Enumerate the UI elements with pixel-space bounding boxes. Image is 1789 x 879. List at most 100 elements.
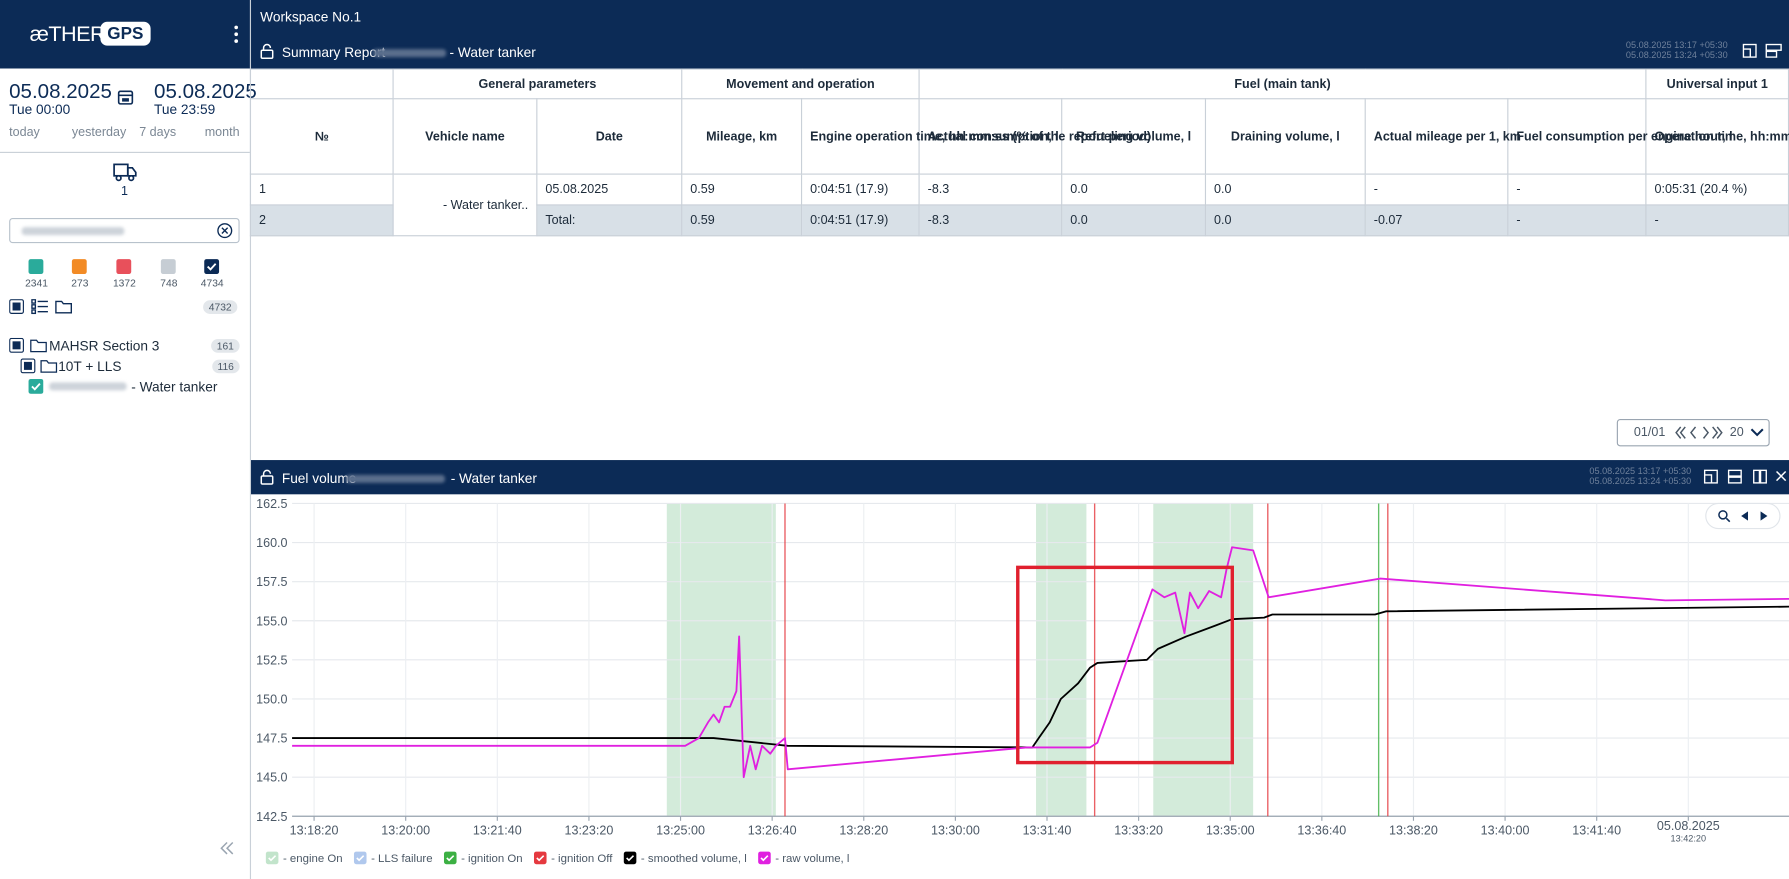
x-tick-label: 13:25:00 (656, 824, 705, 838)
x-tick-label: 13:28:20 (839, 824, 888, 838)
x-tick-sublabel: 13:42:20 (1671, 833, 1707, 843)
legend-swatch[interactable] (533, 851, 547, 865)
status-count: 1372 (112, 277, 136, 289)
search-input[interactable] (9, 218, 240, 244)
calendar-icon[interactable] (117, 89, 134, 105)
legend-swatch[interactable] (443, 851, 457, 865)
legend-label: - engine On (283, 853, 343, 865)
panel-buttons[interactable] (1703, 469, 1789, 485)
column-header[interactable]: Fuel consumption per engine hour, l (1507, 98, 1733, 175)
x-tick-label: 13:41:40 (1572, 824, 1621, 838)
table-cell: 0.0 (1204, 204, 1366, 237)
y-tick-label: 152.5 (256, 653, 287, 667)
x-tick-label: 13:20:00 (381, 824, 430, 838)
clear-button[interactable] (217, 223, 233, 239)
period-from: 05.08.2025 13:17 +05:30 (1625, 39, 1728, 51)
legend-swatch[interactable] (623, 851, 637, 865)
quick-range[interactable]: month (204, 125, 240, 140)
page-nav[interactable] (1675, 426, 1727, 440)
legend-label: - raw volume, l (775, 853, 849, 865)
tree-icons (20, 358, 58, 374)
chart-header: Fuel volume - Water tanker 05.08.2025 13… (251, 460, 1789, 495)
table-cell: - Water tanker.. (392, 173, 538, 237)
table-body: 1- Water tanker.. 05.08.2025 0.59 0:04:51 (… (249, 173, 1789, 237)
quick-range[interactable]: yesterday (71, 125, 127, 140)
column-header[interactable]: Operation time, hh:mm:ss (1645, 98, 1789, 175)
y-tick-label: 160.0 (256, 536, 287, 550)
folder-view-button[interactable] (55, 300, 72, 314)
table-cell: -0.07 (1364, 204, 1509, 237)
list-view-button[interactable] (31, 299, 48, 315)
page-size-dropdown[interactable] (1750, 427, 1764, 438)
logo-brand: æTHER (29, 22, 106, 47)
report-title: Summary Report (281, 44, 386, 61)
x-tick-label: 13:30:00 (931, 824, 980, 838)
column-header[interactable]: Actual consumption, l (918, 98, 1063, 175)
x-tick-label: 13:35:00 (1206, 824, 1255, 838)
legend-swatch[interactable] (265, 851, 279, 865)
y-tick-label: 147.5 (256, 732, 287, 746)
status-filter[interactable] (160, 259, 176, 274)
tree-label[interactable]: MAHSR Section 3 (49, 337, 160, 354)
column-header[interactable]: Refueling volume, l (1061, 98, 1207, 175)
table-cell: Total: (536, 204, 683, 237)
status-filter[interactable] (204, 259, 220, 274)
legend-swatch[interactable] (353, 851, 367, 865)
tree-label[interactable]: - Water tanker (131, 379, 218, 395)
column-header[interactable]: Mileage, km (681, 98, 803, 175)
redacted-text (373, 49, 447, 58)
sidebar-header: æTHER GPS (0, 0, 250, 69)
table-cell: 2 (249, 204, 394, 237)
fuel-chart: 142.5 145.0 147.5 150.0 152.5 155.0 157.5 160.0… (256, 497, 1789, 865)
status-count: 2341 (25, 277, 48, 289)
table-cell: 0.0 (1061, 204, 1207, 237)
tree-checkbox[interactable] (28, 379, 44, 394)
vehicle-count: 1 (120, 184, 128, 199)
legend-check (268, 855, 277, 862)
legend-swatch[interactable] (758, 851, 771, 865)
date-from[interactable]: 05.08.2025 (9, 79, 112, 103)
status-filter[interactable] (28, 259, 44, 274)
table-cell: 0:04:51 (17.9) (800, 204, 920, 237)
column-header[interactable]: Actual mileage per 1, km (1364, 98, 1521, 175)
table-cell: 1 (249, 173, 394, 206)
status-filter[interactable] (71, 259, 87, 274)
y-tick-label: 150.0 (256, 693, 287, 707)
table-cell: 0.0 (1204, 173, 1366, 206)
quick-range[interactable]: today (9, 125, 40, 140)
table-cell: 05.08.2025 (536, 173, 683, 206)
table-row: 2 Total: 0.59 0:04:51 (17.9) -8.3 0.0 0.0 -0.07… (249, 204, 1789, 237)
status-filter[interactable] (116, 259, 132, 274)
panel-buttons[interactable] (1742, 43, 1783, 59)
legend-check (356, 855, 365, 862)
logo-badge: GPS (100, 21, 151, 46)
chart-title: Fuel volume (281, 470, 357, 487)
lock-icon[interactable] (260, 469, 274, 485)
header-cell (249, 68, 394, 100)
column-header[interactable]: Engine operation time, hh:mm:ss (% of th… (800, 98, 1151, 175)
report-table: General parameters Movement and operatio… (249, 68, 1789, 237)
column-header[interactable]: № (249, 98, 394, 175)
column-header[interactable]: Vehicle name (392, 98, 538, 175)
page-size[interactable]: 20 (1729, 425, 1744, 440)
legend-label: - LLS failure (371, 853, 432, 865)
x-tick-label: 13:38:20 (1389, 824, 1438, 838)
lock-icon[interactable] (260, 43, 274, 59)
menu-button[interactable] (232, 25, 241, 43)
column-header[interactable]: Date (536, 98, 683, 175)
page-indicator: 01/01 (1633, 425, 1666, 440)
truck-icon[interactable] (113, 162, 138, 183)
period-from: 05.08.2025 13:17 +05:30 (1589, 465, 1692, 477)
quick-range[interactable]: 7 days (139, 125, 177, 140)
legend-check (760, 855, 769, 862)
column-header[interactable]: Draining volume, l (1204, 98, 1366, 175)
workspace-header: Workspace No.1 Summary Report - Water ta… (251, 0, 1789, 69)
collapse-button[interactable] (219, 841, 235, 855)
redacted-text (21, 227, 125, 236)
date-to[interactable]: 05.08.2025 (154, 79, 257, 103)
tree-label[interactable]: 10T + LLS (58, 358, 122, 375)
zoom-controls[interactable] (1705, 502, 1781, 530)
